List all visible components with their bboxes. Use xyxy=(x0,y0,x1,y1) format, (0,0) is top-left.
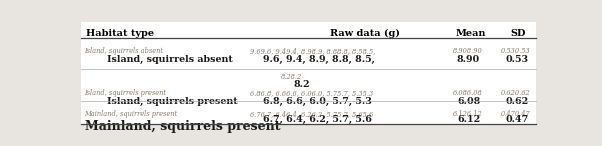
Text: Raw data (g): Raw data (g) xyxy=(329,29,400,38)
Text: 0.530.53: 0.530.53 xyxy=(501,47,531,55)
Text: 8.908.90: 8.908.90 xyxy=(453,47,483,55)
Text: 8.90: 8.90 xyxy=(457,55,480,64)
Text: 0.470.47: 0.470.47 xyxy=(501,110,531,118)
Text: 6.7, 6.4, 6.2, 5.7, 5.6: 6.7, 6.4, 6.2, 5.7, 5.6 xyxy=(263,115,371,124)
Text: Habitat type: Habitat type xyxy=(85,29,154,38)
Text: 8.28.2: 8.28.2 xyxy=(281,73,302,81)
Text: Island, squirrels present: Island, squirrels present xyxy=(84,89,167,97)
Text: Island, squirrels absent: Island, squirrels absent xyxy=(84,47,164,55)
Text: 0.620.62: 0.620.62 xyxy=(501,89,531,97)
Text: 9.6, 9.4, 8.9, 8.8, 8.5,: 9.6, 9.4, 8.9, 8.8, 8.5, xyxy=(263,55,374,64)
Text: 8.2: 8.2 xyxy=(293,80,310,89)
Text: 6.12: 6.12 xyxy=(457,115,480,124)
Text: SD: SD xyxy=(510,29,526,38)
Text: 6.126.12: 6.126.12 xyxy=(453,110,483,118)
Text: 0.62: 0.62 xyxy=(506,97,529,106)
Text: 0.47: 0.47 xyxy=(506,115,529,124)
Text: 6.8, 6.6, 6.0, 5.7, 5.3: 6.8, 6.6, 6.0, 5.7, 5.3 xyxy=(263,97,371,106)
Text: 6.08: 6.08 xyxy=(457,97,480,106)
Text: Island, squirrels present: Island, squirrels present xyxy=(107,97,238,106)
FancyBboxPatch shape xyxy=(81,22,536,124)
Text: 6.86.8, 6.66.6, 6.06.0, 5.75.7, 5.35.3: 6.86.8, 6.66.6, 6.06.0, 5.75.7, 5.35.3 xyxy=(250,89,373,97)
Text: Mean: Mean xyxy=(456,29,486,38)
Text: Island, squirrels absent: Island, squirrels absent xyxy=(107,55,233,64)
Text: 9.69.6, 9.49.4, 8.98.9, 8.88.8, 8.58.5,: 9.69.6, 9.49.4, 8.98.9, 8.88.8, 8.58.5, xyxy=(250,47,376,55)
Text: Mainland, squirrels present: Mainland, squirrels present xyxy=(84,120,280,133)
Text: 6.76.7, 6.46.4, 6.26.2, 5.75.7, 5.65.6: 6.76.7, 6.46.4, 6.26.2, 5.75.7, 5.65.6 xyxy=(250,110,373,118)
Text: Mainland, squirrels present: Mainland, squirrels present xyxy=(84,110,178,118)
Text: 0.53: 0.53 xyxy=(506,55,529,64)
Text: 6.086.08: 6.086.08 xyxy=(453,89,483,97)
